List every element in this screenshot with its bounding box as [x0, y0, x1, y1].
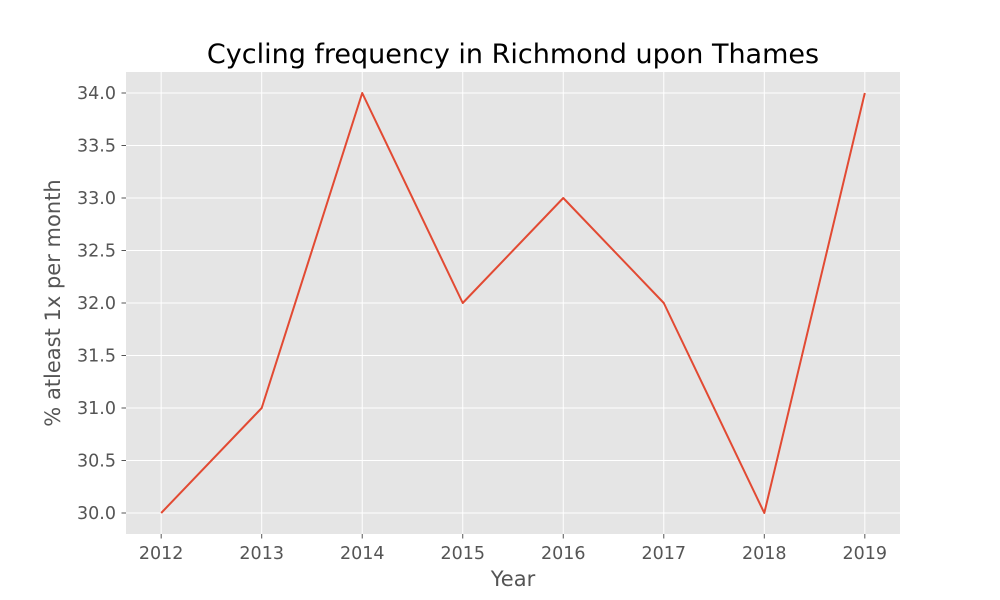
- x-axis-label: Year: [490, 567, 536, 591]
- chart-title: Cycling frequency in Richmond upon Thame…: [207, 39, 819, 70]
- x-tick-label: 2017: [642, 544, 687, 564]
- x-tick-label: 2015: [440, 544, 485, 564]
- x-tick-label: 2012: [139, 544, 184, 564]
- y-tick-label: 33.0: [77, 189, 116, 209]
- y-tick-label: 32.5: [77, 242, 116, 262]
- y-tick-label: 31.0: [77, 399, 116, 419]
- y-axis-label: % atleast 1x per month: [41, 179, 65, 426]
- x-tick-label: 2019: [843, 544, 888, 564]
- y-tick-label: 30.5: [77, 452, 116, 472]
- y-tick-label: 31.5: [77, 347, 116, 367]
- x-axis-ticks: 2012 2013 2014 2015 2016 2017 2018 2019: [139, 534, 887, 564]
- x-tick-label: 2013: [239, 544, 284, 564]
- x-tick-label: 2016: [541, 544, 586, 564]
- y-axis-ticks: 30.0 30.5 31.0 31.5 32.0 32.5 33.0 33.5 34.0: [77, 84, 126, 524]
- y-tick-label: 30.0: [77, 504, 116, 524]
- series-line: [160, 92, 866, 514]
- x-tick-label: 2014: [340, 544, 385, 564]
- y-tick-label: 33.5: [77, 137, 116, 157]
- series-group: [160, 92, 866, 514]
- y-tick-label: 32.0: [77, 294, 116, 314]
- y-tick-label: 34.0: [77, 84, 116, 104]
- x-tick-label: 2018: [742, 544, 787, 564]
